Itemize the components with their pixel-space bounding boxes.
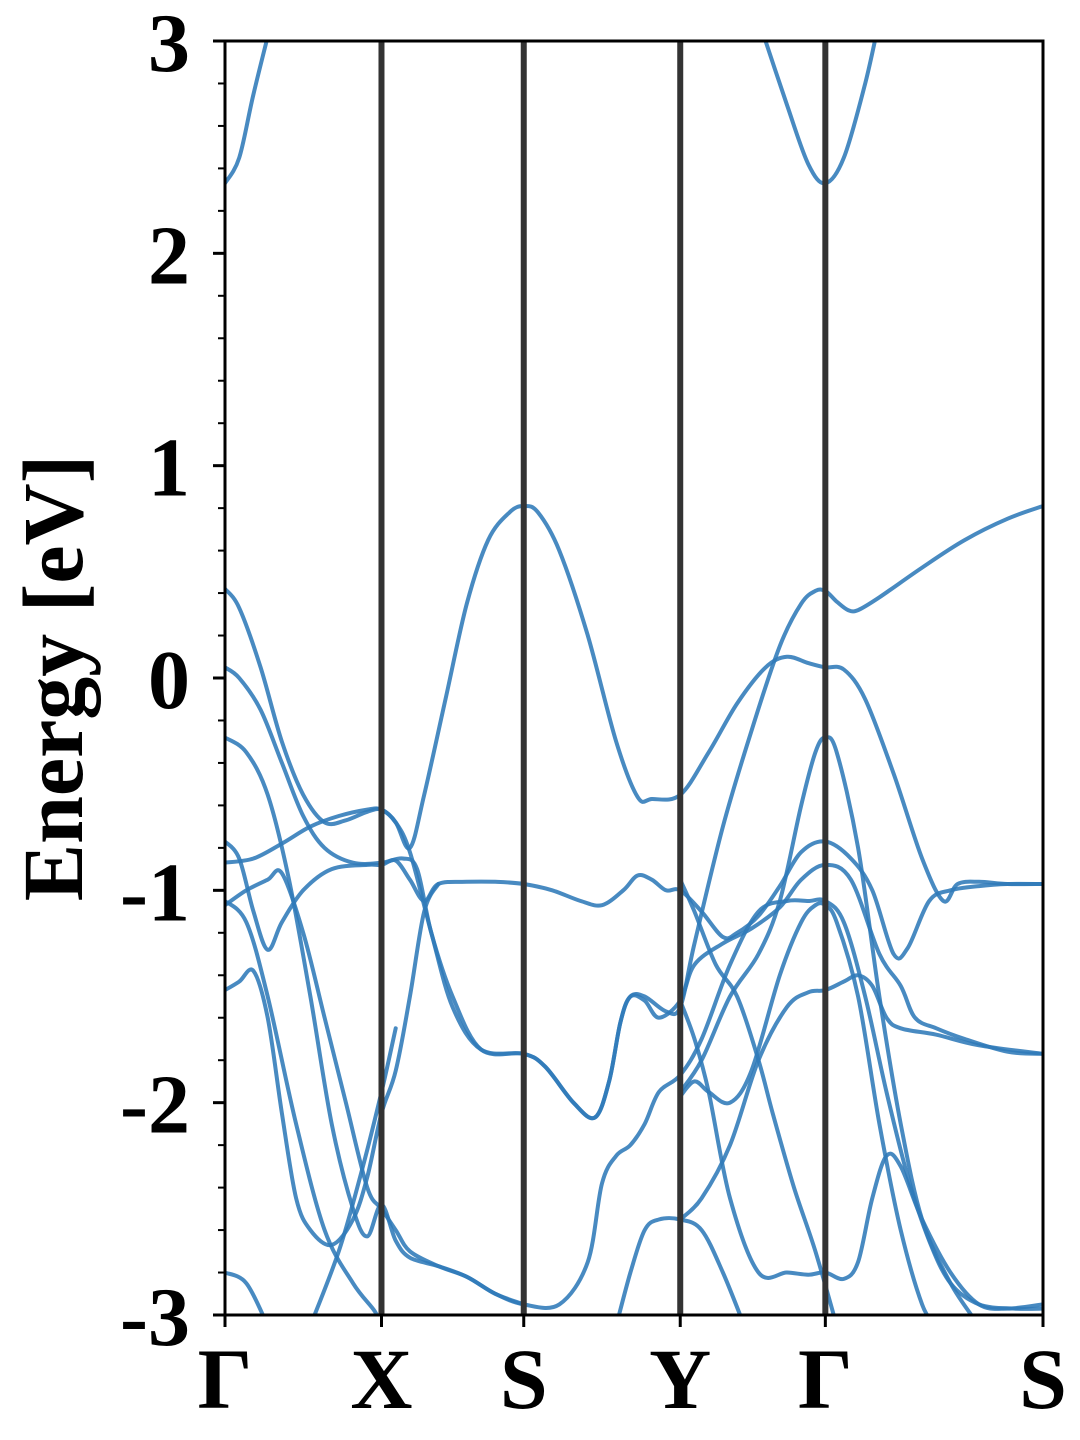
x-tick-label: S xyxy=(1019,1331,1067,1427)
y-axis-label: Energy [eV] xyxy=(5,455,101,902)
band-line-1 xyxy=(763,41,877,186)
band-line-4 xyxy=(225,735,1043,1311)
band-line-11 xyxy=(312,1026,398,1315)
y-tick-label: 1 xyxy=(148,422,190,515)
y-tick-label: 3 xyxy=(148,0,190,90)
band-line-15 xyxy=(678,998,1043,1311)
band-line-0 xyxy=(225,41,269,186)
y-tick-label: -3 xyxy=(120,1271,190,1364)
y-axis-ticks: -3 -2 -1 0 1 2 3 xyxy=(120,0,225,1364)
band-lines xyxy=(225,41,1043,1315)
band-line-16 xyxy=(678,901,930,1315)
y-tick-label: 2 xyxy=(148,209,190,302)
y-tick-label: -1 xyxy=(120,846,190,939)
x-tick-label: S xyxy=(500,1331,548,1427)
band-line-6 xyxy=(225,839,1043,961)
band-line-8 xyxy=(225,882,441,1248)
high-symmetry-lines xyxy=(378,41,829,1315)
band-line-2 xyxy=(225,503,1043,904)
x-tick-label: Y xyxy=(649,1331,711,1427)
plot-frame xyxy=(223,39,1045,1317)
band-line-12 xyxy=(616,1216,743,1315)
band-line-7 xyxy=(225,868,526,1307)
band-line-9 xyxy=(225,899,380,1315)
x-tick-label: Γ xyxy=(798,1331,853,1427)
y-tick-label: -2 xyxy=(120,1059,190,1152)
band-line-14 xyxy=(678,735,974,1315)
y-tick-label: 0 xyxy=(148,634,190,727)
band-line-17 xyxy=(678,877,836,1315)
x-tick-label: X xyxy=(350,1331,412,1427)
band-line-10 xyxy=(225,1270,266,1315)
x-tick-label: Γ xyxy=(198,1331,253,1427)
band-line-13 xyxy=(678,973,1043,1222)
